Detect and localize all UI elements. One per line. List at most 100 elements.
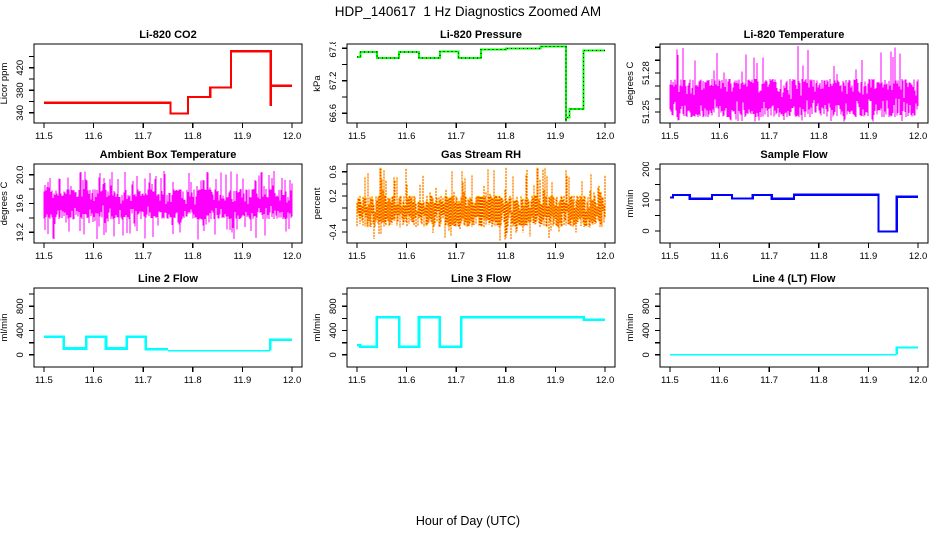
chart-plot: 0 400 800 11.5 11.6 11.7 11.8 11.9 12.0 ml/min xyxy=(625,287,929,386)
y-tick-label: 380 xyxy=(15,82,26,98)
y-axis-label: degrees C xyxy=(626,61,636,105)
series-pressure-kpa-overlay xyxy=(356,46,606,122)
x-tick-label: 11.6 xyxy=(398,375,416,386)
x-tick-label: 11.5 xyxy=(348,375,366,386)
x-tick-label: 11.9 xyxy=(234,375,252,386)
x-tick-label: 11.9 xyxy=(547,251,565,262)
x-tick-label: 11.7 xyxy=(134,375,152,386)
chart-line-2-flow: Line 2 Flow 0 400 800 11.5 11.6 11.7 11.8 11.9 12… xyxy=(0,272,310,386)
x-tick-label: 12.0 xyxy=(909,131,928,142)
chart-title: Ambient Box Temperature xyxy=(99,149,237,161)
x-tick-label: 11.6 xyxy=(711,131,729,142)
x-tick-label: 11.5 xyxy=(35,131,53,142)
y-tick-label: 340 xyxy=(15,105,26,121)
y-tick-label: 0 xyxy=(641,352,652,357)
x-tick-label: 12.0 xyxy=(283,375,302,386)
chart-title: Li-820 Pressure xyxy=(440,29,522,41)
y-tick-label: 19.6 xyxy=(15,194,26,213)
chart-line-3-flow: Line 3 Flow 0 400 800 11.5 11.6 11.7 11.8 11.9 12… xyxy=(312,272,623,386)
x-tick-label: 11.5 xyxy=(661,251,679,262)
x-tick-label: 12.0 xyxy=(596,131,615,142)
x-tick-label: 11.8 xyxy=(497,131,515,142)
x-tick-label: 11.5 xyxy=(661,131,679,142)
x-tick-label: 12.0 xyxy=(283,131,302,142)
y-tick-label: 100 xyxy=(641,192,652,208)
y-axis-label: Licor ppm xyxy=(0,63,10,105)
x-tick-label: 11.8 xyxy=(810,375,828,386)
y-tick-label: 66.6 xyxy=(328,104,339,123)
x-tick-label: 11.6 xyxy=(398,251,416,262)
chart-title: Li-820 CO2 xyxy=(139,29,197,41)
series-gas-stream-rh-overlay xyxy=(356,167,606,242)
series-line2-flow-high xyxy=(43,335,168,351)
series-co2-ppm xyxy=(43,50,293,115)
chart-plot: 51.25 51.28 11.5 11.6 11.7 11.8 11.9 12.0 degree… xyxy=(625,43,929,142)
x-tick-label: 11.6 xyxy=(85,251,103,262)
chart-plot: 19.2 19.6 20.0 11.5 11.6 11.7 11.8 11.9 12.0 degr… xyxy=(0,163,303,262)
chart-title: Li-820 Temperature xyxy=(743,29,845,41)
y-tick-label: 0.2 xyxy=(328,189,339,202)
x-tick-label: 11.6 xyxy=(711,251,729,262)
chart-plot: 340 380 420 11.5 11.6 11.7 11.8 11.9 12.0 Licor p… xyxy=(0,43,303,142)
y-tick-label: 400 xyxy=(15,323,26,339)
chart-li-820-pressure: Li-820 Pressure 66.6 67.2 67.8 11.5 11.6 11.7 1… xyxy=(312,28,623,142)
x-tick-label: 11.6 xyxy=(398,131,416,142)
x-tick-label: 11.9 xyxy=(234,131,252,142)
y-tick-label: 0 xyxy=(15,352,26,357)
y-tick-label: 420 xyxy=(15,60,26,76)
x-tick-label: 11.6 xyxy=(85,375,103,386)
plot-box xyxy=(33,287,303,368)
y-tick-label: 400 xyxy=(328,323,339,339)
chart-title: Gas Stream RH xyxy=(440,149,522,161)
y-tick-label: 0.6 xyxy=(328,165,339,178)
plot-box xyxy=(346,43,616,124)
chart-plot: 0 400 800 11.5 11.6 11.7 11.8 11.9 12.0 ml/min xyxy=(0,287,303,386)
x-tick-label: 12.0 xyxy=(909,375,928,386)
series-ambient-temp xyxy=(43,170,293,240)
y-tick-label: -0.4 xyxy=(328,224,339,240)
figure-title: HDP_140617 1 Hz Diagnostics Zoomed AM xyxy=(334,4,602,19)
y-axis-label: ml/min xyxy=(313,314,323,342)
x-tick-label: 11.7 xyxy=(134,131,152,142)
y-tick-label: 800 xyxy=(641,298,652,314)
x-tick-label: 11.5 xyxy=(348,131,366,142)
y-tick-label: 20.0 xyxy=(15,166,26,185)
x-tick-label: 11.7 xyxy=(760,131,778,142)
chart-title: Sample Flow xyxy=(760,149,828,161)
x-tick-label: 12.0 xyxy=(596,375,615,386)
y-tick-label: 800 xyxy=(328,298,339,314)
x-tick-label: 11.7 xyxy=(134,251,152,262)
y-axis-label: kPa xyxy=(313,75,323,92)
chart-title: Line 4 (LT) Flow xyxy=(752,273,836,285)
series-line3-flow xyxy=(356,315,606,349)
y-tick-label: 19.2 xyxy=(15,223,26,242)
x-tick-label: 11.8 xyxy=(184,251,202,262)
y-axis-label: ml/min xyxy=(0,314,10,342)
x-tick-label: 11.6 xyxy=(711,375,729,386)
y-tick-label: 400 xyxy=(641,323,652,339)
chart-title: Line 2 Flow xyxy=(138,273,198,285)
chart-li-820-temperature: Li-820 Temperature 51.25 51.28 11.5 11.6 11.7… xyxy=(625,28,936,142)
chart-plot: -0.4 0.2 0.6 11.5 11.6 11.7 11.8 11.9 12.0 percen… xyxy=(312,163,616,262)
x-tick-label: 12.0 xyxy=(596,251,615,262)
x-axis-label: Hour of Day (UTC) xyxy=(415,514,521,528)
chart-plot: 0 100 200 11.5 11.6 11.7 11.8 11.9 12.0 ml/min xyxy=(625,161,929,262)
x-tick-label: 11.5 xyxy=(661,375,679,386)
x-tick-label: 11.8 xyxy=(184,375,202,386)
y-tick-label: 0 xyxy=(328,352,339,357)
x-tick-label: 11.8 xyxy=(810,251,828,262)
chart-gas-stream-rh: Gas Stream RH -0.4 0.2 0.6 11.5 11.6 11.7 11.8 1… xyxy=(312,148,623,262)
x-tick-label: 11.9 xyxy=(547,375,565,386)
y-axis-label: degrees C xyxy=(0,181,10,225)
chart-li-820-co2: Li-820 CO2 340 380 420 11.5 11.6 11.7 11.8 11.9 1… xyxy=(0,28,310,142)
y-tick-label: 67.2 xyxy=(328,72,339,91)
y-tick-label: 67.8 xyxy=(328,42,339,58)
y-axis-label: percent xyxy=(313,187,323,219)
chart-plot: 66.6 67.2 67.8 11.5 11.6 11.7 11.8 11.9 12.0 kPa xyxy=(312,39,616,142)
x-tick-label: 11.7 xyxy=(447,375,465,386)
series-sample-flow xyxy=(669,193,919,233)
x-tick-label: 11.9 xyxy=(547,131,565,142)
chart-plot: 0 400 800 11.5 11.6 11.7 11.8 11.9 12.0 ml/min xyxy=(312,287,616,386)
y-axis-label: ml/min xyxy=(626,314,636,342)
